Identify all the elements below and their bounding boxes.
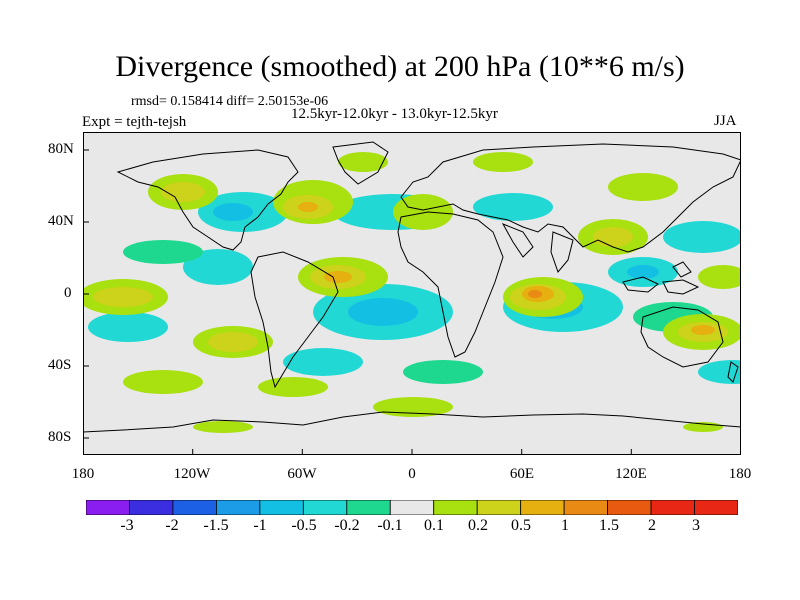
lat-label-80s: 80S [48,429,72,445]
colorbar-label: 1 [561,517,569,534]
coastlines [83,141,741,433]
colorbar-label: -2 [165,517,179,534]
map-title: Divergence (smoothed) at 200 hPa (10**6 … [115,50,685,83]
colorbar-swatch [563,500,609,515]
axis-ticks [83,149,632,455]
colorbar-label: -0.5 [291,517,317,534]
colorbar-swatch [215,500,261,515]
colorbar-label: -0.1 [377,517,403,534]
colorbar-swatch [650,500,695,515]
colorbar-label: 0.5 [511,517,531,534]
colorbar-label: -1 [253,517,267,534]
period-label: 12.5kyr-12.0kyr - 13.0kyr-12.5kyr [291,106,498,122]
colorbar-label: -0.2 [334,517,360,534]
divergence-field [83,152,741,433]
colorbar-swatch [129,500,174,515]
colorbar [86,500,738,515]
lon-label-120e: 120E [615,466,647,482]
colorbar-swatch [520,500,565,515]
colorbar-swatch [433,500,478,515]
colorbar-label: -3 [120,517,134,534]
lat-label-40n: 40N [48,213,74,229]
colorbar-label: 0.2 [468,517,488,534]
colorbar-swatch [172,500,217,515]
lat-label-80n: 80N [48,141,74,157]
experiment-label: Expt = tejth-tejsh [82,114,187,130]
lat-label-40s: 40S [48,357,72,373]
colorbar-swatch [389,500,435,515]
colorbar-swatch [86,500,130,515]
lat-label-equator: 0 [64,285,72,301]
lon-label-60w: 60W [287,466,317,482]
colorbar-swatch [476,500,522,515]
lon-label-180e: 180 [728,466,752,482]
rmsd-diff-stats: rmsd= 0.158414 diff= 2.50153e-06 [131,94,329,109]
season-label: JJA [714,113,737,129]
colorbar-swatch [607,500,652,515]
colorbar-label: 3 [692,517,700,534]
lon-label-0: 0 [408,466,416,482]
colorbar-swatch [694,500,738,515]
colorbar-swatch [346,500,391,515]
divergence-map [83,132,741,455]
colorbar-swatch [259,500,304,515]
lon-label-180w: 180 [71,466,95,482]
colorbar-label: 1.5 [599,517,619,534]
colorbar-swatch [302,500,348,515]
colorbar-label: 0.1 [424,517,444,534]
lon-label-60e: 60E [509,466,535,482]
colorbar-label: 2 [648,517,656,534]
lon-label-120w: 120W [173,466,211,482]
colorbar-label: -1.5 [203,517,229,534]
